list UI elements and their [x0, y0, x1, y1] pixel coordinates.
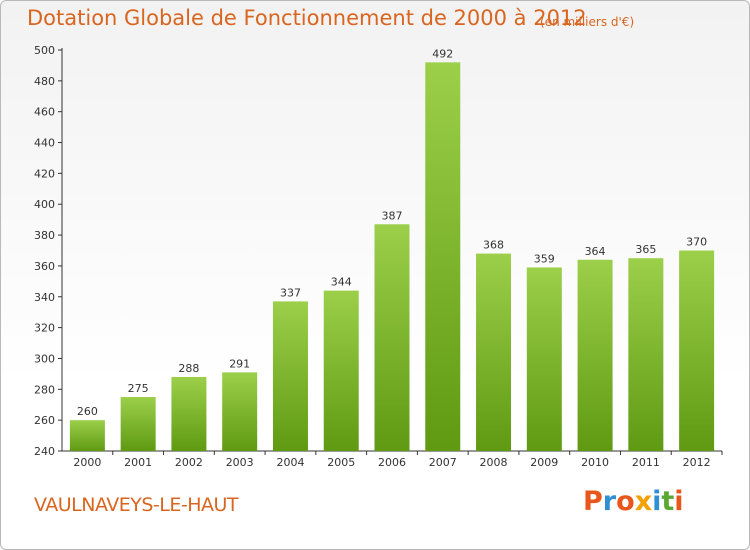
y-tick-label: 440 [34, 137, 55, 150]
logo-letter: i [652, 486, 662, 517]
y-tick-label: 340 [34, 291, 55, 304]
y-tick-label: 260 [34, 414, 55, 427]
logo-letter: x [634, 486, 653, 517]
bar [171, 376, 207, 451]
x-tick-label: 2004 [276, 456, 304, 469]
chart-unit-note: (en milliers d'€) [540, 15, 635, 29]
logo-letter: P [583, 486, 603, 517]
chart-title: Dotation Globale de Fonctionnement de 20… [27, 6, 587, 30]
x-tick-label: 2006 [378, 456, 406, 469]
bar [526, 267, 562, 451]
data-label: 260 [77, 405, 98, 418]
bar [222, 372, 258, 451]
x-tick-label: 2005 [327, 456, 355, 469]
data-label: 370 [686, 236, 707, 249]
bar [476, 253, 512, 451]
x-tick-label: 2012 [683, 456, 711, 469]
y-tick-label: 380 [34, 229, 55, 242]
logo-letter: t [661, 486, 675, 517]
logo-letter: o [616, 486, 635, 517]
x-tick-label: 2007 [429, 456, 457, 469]
bar [120, 397, 156, 451]
x-tick-label: 2001 [124, 456, 152, 469]
y-tick-label: 480 [34, 75, 55, 88]
data-label: 492 [432, 47, 453, 60]
y-tick-label: 280 [34, 383, 55, 396]
bar [679, 250, 715, 451]
y-tick-label: 460 [34, 106, 55, 119]
x-tick-label: 2003 [226, 456, 254, 469]
bar [69, 420, 105, 451]
y-tick-label: 420 [34, 167, 55, 180]
data-labels: 260 275 288 291 337 344 387 492 368 359 364 365 370 [77, 47, 707, 418]
data-label: 291 [229, 357, 250, 370]
data-label: 387 [382, 209, 403, 222]
data-label: 365 [635, 243, 656, 256]
bar [628, 258, 664, 451]
logo-letter: i [674, 486, 684, 517]
bar [272, 301, 308, 451]
y-tick-label: 300 [34, 352, 55, 365]
y-tick-label: 500 [34, 44, 55, 57]
y-tick-label: 400 [34, 198, 55, 211]
bar [323, 290, 359, 451]
x-tick-label: 2009 [530, 456, 558, 469]
x-tick-label: 2002 [175, 456, 203, 469]
data-label: 275 [128, 382, 149, 395]
bars [69, 62, 715, 451]
x-tick-label: 2010 [581, 456, 609, 469]
data-label: 359 [534, 252, 555, 265]
y-tick-label: 240 [34, 445, 55, 458]
town-name: VAULNAVEYS-LE-HAUT [34, 494, 239, 516]
x-tick-label: 2011 [632, 456, 660, 469]
x-tick-label: 2000 [73, 456, 101, 469]
y-tick-label: 320 [34, 322, 55, 335]
logo-letter: r [602, 486, 617, 517]
x-tick-label: 2008 [480, 456, 508, 469]
data-label: 344 [331, 276, 352, 289]
bar [577, 259, 613, 451]
data-label: 288 [178, 362, 199, 375]
bar [374, 224, 410, 451]
proxiti-logo[interactable]: Proxiti [583, 486, 684, 517]
data-label: 368 [483, 239, 504, 252]
bar [425, 62, 461, 451]
data-label: 364 [585, 245, 606, 258]
y-tick-label: 360 [34, 260, 55, 273]
data-label: 337 [280, 286, 301, 299]
